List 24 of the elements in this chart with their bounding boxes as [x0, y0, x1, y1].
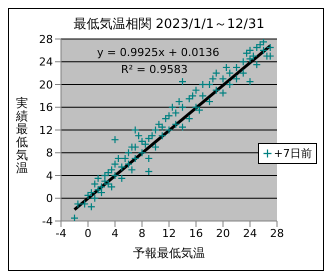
- y-tick-label: 8: [46, 146, 53, 160]
- y-tick-label: 24: [39, 56, 53, 69]
- y-tick-label: 16: [39, 101, 53, 114]
- y-axis-title: 実績最低気温: [15, 96, 29, 175]
- y-tick-label: 0: [46, 192, 53, 206]
- x-tick-label: 8: [138, 226, 146, 240]
- x-axis-title: 予報最低気温: [132, 245, 206, 262]
- legend-label: +7日前: [274, 146, 312, 161]
- y-tick-label: 20: [39, 78, 53, 92]
- annotation: y = 0.9925x + 0.0136: [97, 46, 220, 59]
- y-tick-label: 12: [39, 124, 53, 137]
- x-tick-label: -4: [56, 226, 66, 240]
- x-tick-label: 12: [162, 226, 176, 240]
- y-tick-label: 4: [46, 169, 53, 182]
- x-tick-label: 0: [84, 226, 92, 240]
- x-tick-label: 20: [216, 226, 230, 240]
- x-tick-label: 24: [243, 226, 257, 240]
- x-tick-label: 28: [270, 226, 284, 240]
- annotation: R² = 0.9583: [121, 63, 188, 76]
- x-tick-label: 16: [189, 226, 203, 240]
- y-tick-label: 28: [39, 32, 53, 46]
- y-tick-label: -4: [42, 214, 53, 228]
- x-tick-label: 4: [112, 226, 118, 240]
- chart-title: 最低気温相関 2023/1/1～12/31: [72, 16, 266, 33]
